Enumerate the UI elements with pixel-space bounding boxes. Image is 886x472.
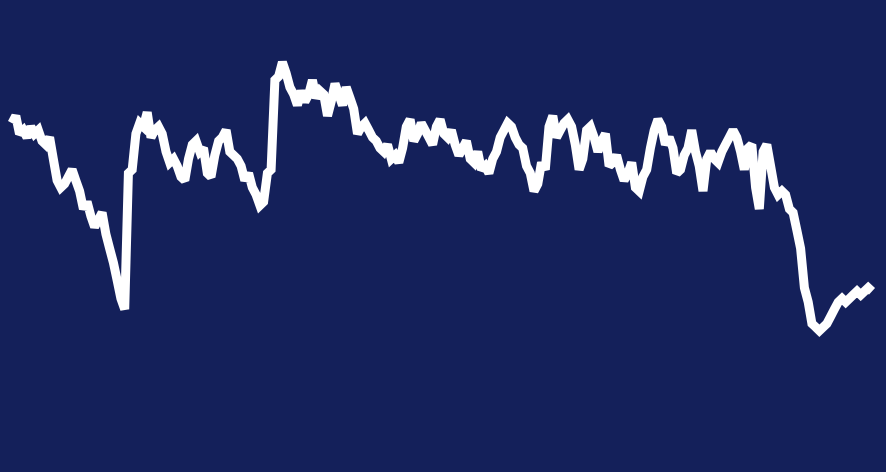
series-line: [8, 60, 876, 337]
series-layer: [8, 60, 876, 337]
